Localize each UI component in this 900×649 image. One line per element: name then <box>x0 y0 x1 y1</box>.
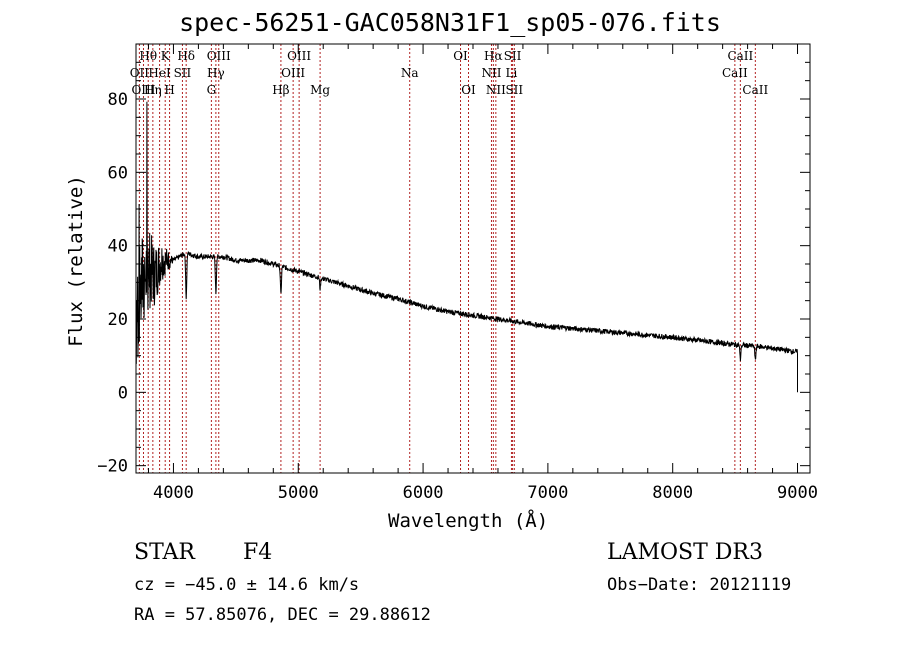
line-marker-label: OIII <box>281 66 305 80</box>
line-marker-label: OI <box>461 83 476 97</box>
y-tick-label: 20 <box>108 310 128 330</box>
obs-date: Obs−Date: 20121119 <box>607 575 792 595</box>
line-marker-label: NII <box>481 66 501 80</box>
x-tick-label: 5000 <box>278 483 319 503</box>
line-marker-label: CaII <box>727 49 753 63</box>
line-marker-label: OIII <box>287 49 311 63</box>
line-marker-label: OI <box>453 49 468 63</box>
ra-dec-readout: RA = 57.85076, DEC = 29.88612 <box>134 605 431 625</box>
line-marker-label: Li <box>506 66 518 80</box>
line-marker-label: Hδ <box>177 49 195 63</box>
line-marker-group <box>138 44 756 473</box>
line-marker-label: CaII <box>742 83 768 97</box>
y-tick-label: 80 <box>108 90 128 110</box>
line-marker-label: HeI <box>148 66 171 80</box>
cz-readout: cz = −45.0 ± 14.6 km/s <box>134 575 360 595</box>
line-marker-label: Hβ <box>272 83 289 97</box>
survey-name: LAMOST DR3 <box>607 540 763 565</box>
x-tick-label: 4000 <box>153 483 194 503</box>
line-marker-label: Mg <box>310 83 330 97</box>
line-marker-label: K <box>161 49 171 63</box>
x-tick-label: 9000 <box>777 483 818 503</box>
line-marker-label: Na <box>401 66 419 80</box>
spectrum-series <box>135 101 798 393</box>
x-tick-label: 6000 <box>403 483 444 503</box>
line-marker-label: SII <box>174 66 192 80</box>
x-tick-label: 8000 <box>652 483 693 503</box>
line-marker-label: OIII <box>207 49 231 63</box>
line-marker-label: SII <box>505 83 523 97</box>
line-marker-label: CaII <box>722 66 748 80</box>
y-tick-label: −20 <box>97 457 128 477</box>
y-tick-label: 0 <box>118 383 128 403</box>
spectrum-line <box>135 101 798 393</box>
line-marker-label: OII <box>130 66 150 80</box>
y-axis-label: Flux (relative) <box>65 175 87 347</box>
star-subclass: F4 <box>243 540 273 565</box>
plot-frame <box>135 43 811 474</box>
x-axis-label: Wavelength (Å) <box>388 510 549 532</box>
line-marker-label: H <box>164 83 174 97</box>
x-tick-label: 7000 <box>527 483 568 503</box>
chart-title: spec-56251-GAC058N31F1_sp05-076.fits <box>179 8 721 37</box>
y-tick-label: 60 <box>108 163 128 183</box>
line-marker-label: G <box>207 83 217 97</box>
line-marker-label: Hθ <box>139 49 157 63</box>
line-marker-label: Hα <box>484 49 503 63</box>
line-marker-label: Hγ <box>207 66 225 80</box>
line-marker-label: OIII <box>131 83 155 97</box>
plot-axes: 4000 5000 6000 7000 8000 9000 −20 0 20 40 60 80 <box>97 43 818 503</box>
star-class: STAR <box>134 540 195 565</box>
line-marker-label: NII <box>486 83 506 97</box>
line-marker-label: SII <box>504 49 522 63</box>
line-marker-label: Hη <box>144 83 162 97</box>
y-tick-label: 40 <box>108 237 128 257</box>
